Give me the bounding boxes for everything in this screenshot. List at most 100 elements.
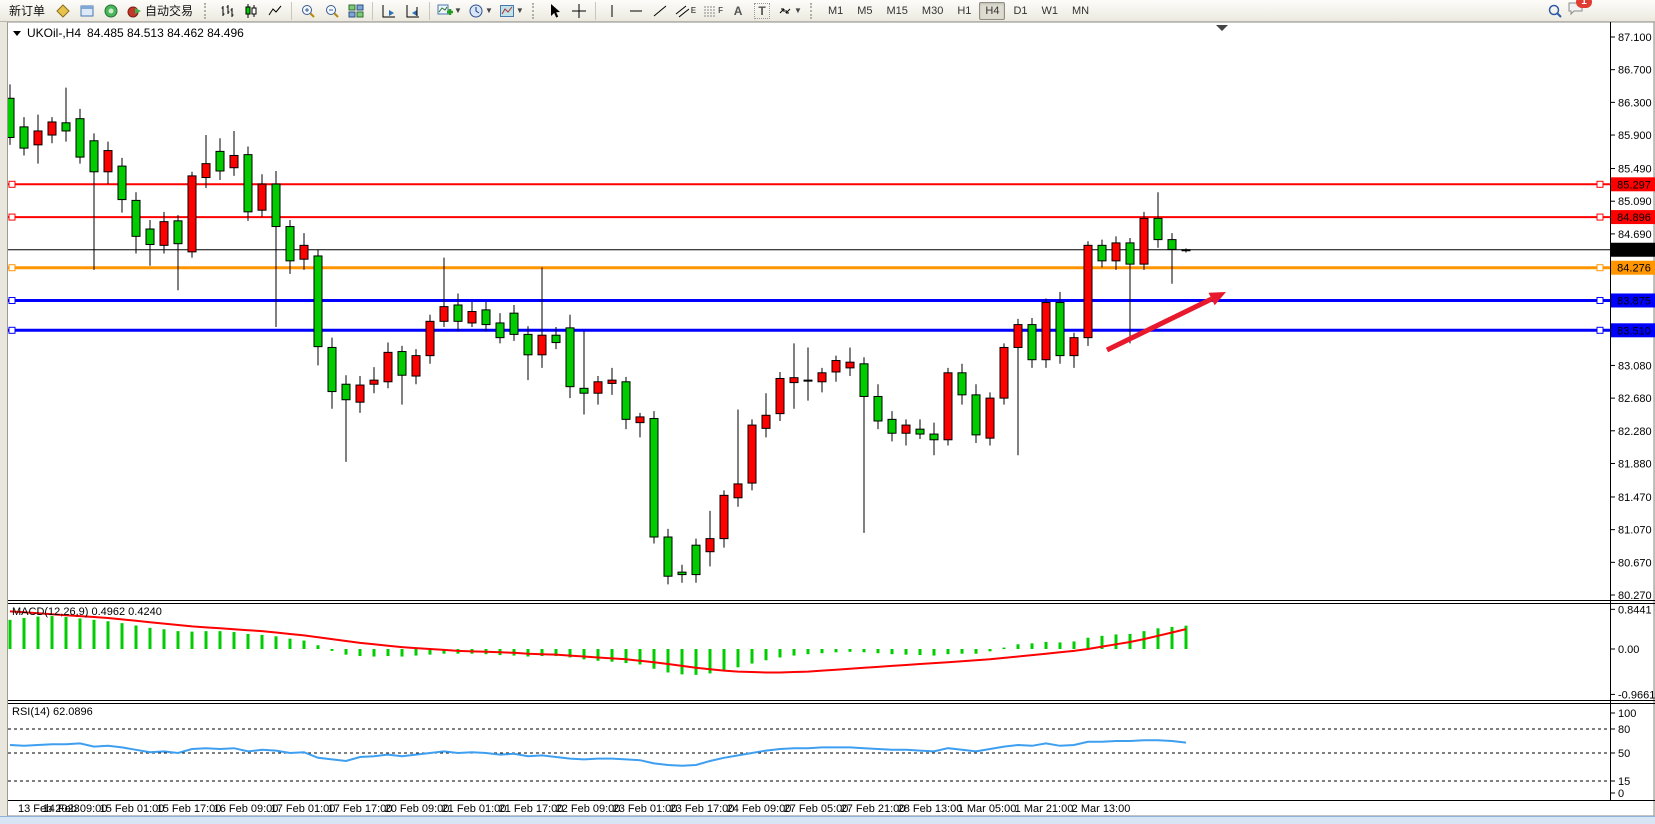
tf-M5[interactable]: M5 <box>851 2 878 20</box>
data-window-button[interactable] <box>76 1 98 21</box>
trendline-tool-button[interactable] <box>649 1 671 21</box>
toolbar-grip[interactable] <box>809 2 816 19</box>
candle-body <box>831 360 841 373</box>
svg-text:83.080: 83.080 <box>1618 360 1652 372</box>
dropdown-caret-icon: ▼ <box>794 6 802 15</box>
candle-body <box>971 394 981 436</box>
toolbar-separator <box>372 1 374 20</box>
candle-body <box>243 154 253 213</box>
chart-shift-button[interactable] <box>378 1 400 21</box>
text-tool-icon: A <box>733 3 743 18</box>
price-tag-85.297 <box>1611 177 1655 192</box>
templates-button[interactable]: ▼ <box>497 1 526 21</box>
trend-arrow[interactable] <box>1105 296 1213 353</box>
indicators-button[interactable]: ▼ <box>435 1 464 21</box>
candle-body <box>1027 324 1037 361</box>
level-marker <box>8 264 16 272</box>
candle-body <box>271 183 281 228</box>
periods-clock-icon <box>468 3 484 19</box>
candle-body <box>355 384 365 403</box>
svg-text:83.875: 83.875 <box>1617 295 1651 307</box>
svg-text:24 Feb 09:00: 24 Feb 09:00 <box>727 803 792 815</box>
line-chart-button[interactable] <box>264 1 286 21</box>
navigator-button[interactable] <box>100 1 122 21</box>
label-tool-button[interactable]: T <box>751 1 773 21</box>
toolbar-grip[interactable] <box>204 2 210 19</box>
equidistant-channel-tool-button[interactable]: E <box>673 1 698 21</box>
level-marker <box>1596 296 1604 304</box>
svg-text:17 Feb 01:00: 17 Feb 01:00 <box>271 803 336 815</box>
chart-title: UKOil-,H4 84.485 84.513 84.462 84.496 <box>13 26 244 40</box>
svg-text:85.490: 85.490 <box>1618 164 1652 176</box>
candle-body <box>187 175 197 253</box>
tf-W1[interactable]: W1 <box>1036 2 1065 20</box>
svg-text:85.900: 85.900 <box>1618 130 1652 142</box>
level-marker <box>8 180 16 188</box>
candle-body <box>341 383 351 401</box>
tf-H1[interactable]: H1 <box>951 2 977 20</box>
chart-autoscroll-button[interactable] <box>402 1 424 21</box>
macd-label: MACD(12,26,9) 0.4962 0.4240 <box>12 606 162 618</box>
svg-text:17 Feb 17:00: 17 Feb 17:00 <box>328 803 393 815</box>
tf-M1[interactable]: M1 <box>822 2 849 20</box>
shift-marker-icon[interactable] <box>1216 25 1228 31</box>
toolbar-separator <box>429 1 431 20</box>
text-tool-button[interactable]: A <box>727 1 749 21</box>
candle-body <box>173 220 183 245</box>
svg-text:82.680: 82.680 <box>1618 393 1652 405</box>
horizontal-line-tool-button[interactable] <box>625 1 647 21</box>
timeframe-bar: M1 M5 M15 M30 H1 H4 D1 W1 MN <box>821 1 1096 20</box>
terminal-panel-edge[interactable] <box>0 816 1655 824</box>
fibonacci-tool-button[interactable]: F <box>700 1 725 21</box>
candle-body <box>411 355 421 377</box>
label-tool-icon: T <box>754 2 770 19</box>
zoom-in-icon <box>300 3 316 19</box>
periods-button[interactable]: ▼ <box>466 1 495 21</box>
search-button[interactable] <box>1544 1 1566 21</box>
tile-windows-button[interactable] <box>345 1 367 21</box>
candle-body <box>887 418 897 434</box>
tf-M30[interactable]: M30 <box>916 2 949 20</box>
candle-body <box>89 140 99 173</box>
new-order-button[interactable]: 新订单 <box>4 1 50 21</box>
candle-body <box>1153 217 1163 241</box>
chat-button[interactable]: 1 <box>1567 0 1592 21</box>
tf-D1[interactable]: D1 <box>1007 2 1033 20</box>
new-order-label: 新订单 <box>9 4 46 18</box>
vertical-line-tool-button[interactable] <box>601 1 623 21</box>
market-watch-button[interactable] <box>52 1 74 21</box>
cursor-button[interactable] <box>544 1 566 21</box>
rsi-line <box>9 739 1187 767</box>
price-tag-84.496 <box>1611 242 1655 257</box>
candle-body <box>383 351 393 383</box>
bar-chart-button[interactable] <box>216 1 238 21</box>
autotrading-button[interactable]: 自动交易 <box>124 1 198 21</box>
zoom-in-button[interactable] <box>297 1 319 21</box>
level-marker <box>8 213 16 221</box>
svg-text:27 Feb 21:00: 27 Feb 21:00 <box>841 803 906 815</box>
chart-shift-icon <box>381 3 397 19</box>
level-marker <box>1596 213 1604 221</box>
candle-body <box>425 320 435 357</box>
arrows-tool-button[interactable]: ▼ <box>775 1 804 21</box>
tf-M15[interactable]: M15 <box>881 2 914 20</box>
candle-body <box>131 199 141 237</box>
channel-letter: E <box>690 6 697 15</box>
toolbar-grip[interactable] <box>531 2 538 19</box>
candle-body <box>719 494 729 540</box>
candlestick-chart-button[interactable] <box>240 1 262 21</box>
tf-MN[interactable]: MN <box>1066 2 1095 20</box>
chart-collapse-icon[interactable] <box>13 30 21 36</box>
zoom-out-button[interactable] <box>321 1 343 21</box>
candle-body <box>845 361 855 369</box>
tf-H4[interactable]: H4 <box>979 1 1006 20</box>
crosshair-button[interactable] <box>568 1 590 21</box>
market-watch-icon <box>55 3 71 19</box>
svg-text:1 Mar 21:00: 1 Mar 21:00 <box>1015 803 1074 815</box>
candle-body <box>201 163 211 179</box>
candle-body <box>1013 324 1023 348</box>
navigator-icon <box>103 3 119 19</box>
svg-text:23 Feb 17:00: 23 Feb 17:00 <box>670 803 735 815</box>
